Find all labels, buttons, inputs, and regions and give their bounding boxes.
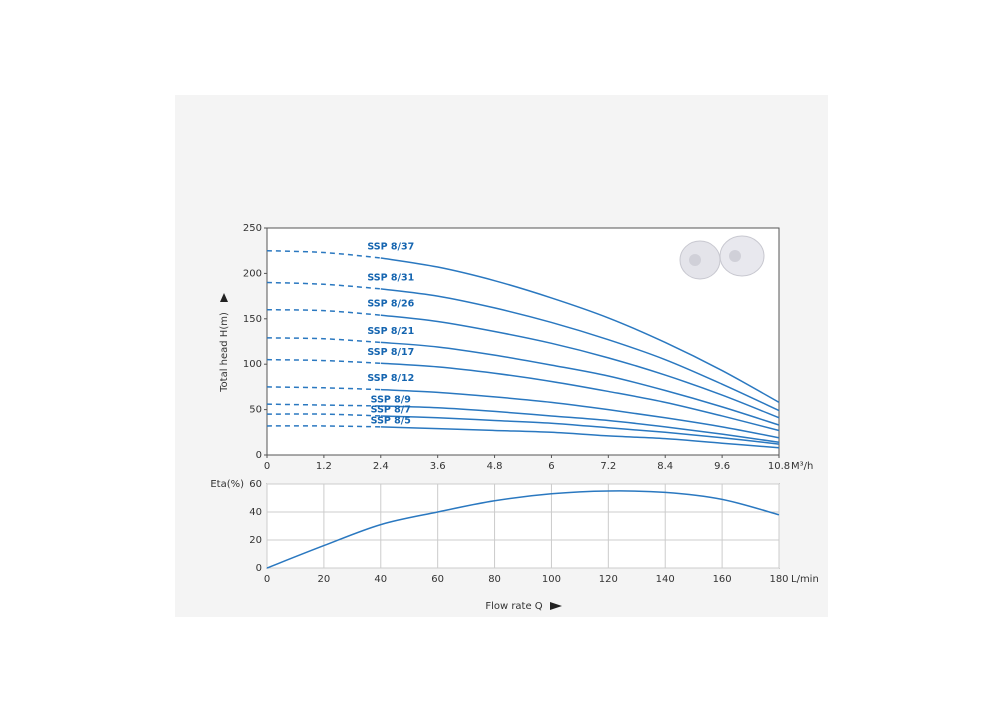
curve [380, 415, 780, 445]
y-tick-label: 20 [249, 535, 262, 546]
series-label: SSP 8/21 [367, 326, 414, 337]
curve [266, 308, 381, 316]
y-tick-label: 150 [243, 314, 262, 325]
x-tick-label: 120 [599, 574, 618, 585]
y-tick-label: 40 [249, 507, 262, 518]
series-label: SSP 8/9 [371, 394, 411, 405]
y-tick-label: 60 [249, 479, 262, 490]
curve [380, 405, 780, 444]
x-tick-label: 4.8 [487, 461, 503, 472]
y-tick-label: 100 [243, 359, 262, 370]
curve [266, 425, 381, 428]
x-tick-label: 60 [431, 574, 444, 585]
x-tick-label: 0 [264, 574, 270, 585]
curve [266, 249, 381, 259]
x-tick-label: 10.8 [768, 461, 790, 472]
y-tick-label: 50 [249, 405, 262, 416]
x-tick-label: 100 [542, 574, 561, 585]
x-tick-label: 8.4 [657, 461, 673, 472]
curve [380, 362, 780, 432]
pump-image [679, 235, 765, 280]
x-tick-label: 7.2 [600, 461, 616, 472]
x-tick-label: 180 [769, 574, 788, 585]
x-tick-label: 6 [548, 461, 554, 472]
curve [380, 314, 780, 419]
x-tick-label: 0 [264, 461, 270, 472]
y-axis-label: Total head H(m) [219, 312, 230, 393]
y-tick-label: 250 [243, 223, 262, 234]
series-label: SSP 8/12 [367, 373, 414, 384]
curve [266, 403, 381, 407]
curve [266, 337, 381, 344]
series-label: SSP 8/31 [367, 272, 414, 283]
curve [266, 358, 381, 365]
x-unit: L/min [791, 574, 819, 585]
series-label: SSP 8/26 [367, 299, 414, 310]
x-unit: M³/h [791, 461, 813, 472]
x-tick-label: 3.6 [430, 461, 446, 472]
curve [380, 288, 780, 412]
y-tick-label: 0 [256, 450, 262, 461]
series-label: SSP 8/7 [371, 404, 411, 415]
curve [266, 281, 381, 290]
curve [380, 388, 780, 439]
curve [266, 413, 381, 417]
x-tick-label: 20 [318, 574, 331, 585]
x-axis-label: Flow rate Q [485, 601, 542, 612]
curve [266, 386, 381, 391]
arrow [550, 602, 562, 610]
curve [380, 426, 780, 449]
series-label: SSP 8/37 [367, 241, 414, 252]
x-tick-label: 9.6 [714, 461, 730, 472]
x-tick-label: 40 [374, 574, 387, 585]
y-tick-label: 200 [243, 268, 262, 279]
y-tick-label: 0 [256, 563, 262, 574]
x-tick-label: 140 [656, 574, 675, 585]
arrow [220, 293, 228, 302]
x-tick-label: 2.4 [373, 461, 389, 472]
curve [380, 257, 780, 403]
x-tick-label: 1.2 [316, 461, 332, 472]
curve [266, 490, 780, 569]
y-axis-label: Eta(%) [210, 479, 244, 490]
x-tick-label: 160 [713, 574, 732, 585]
x-tick-label: 80 [488, 574, 501, 585]
series-label: SSP 8/5 [371, 415, 411, 426]
series-label: SSP 8/17 [367, 347, 414, 358]
curve [380, 341, 780, 426]
